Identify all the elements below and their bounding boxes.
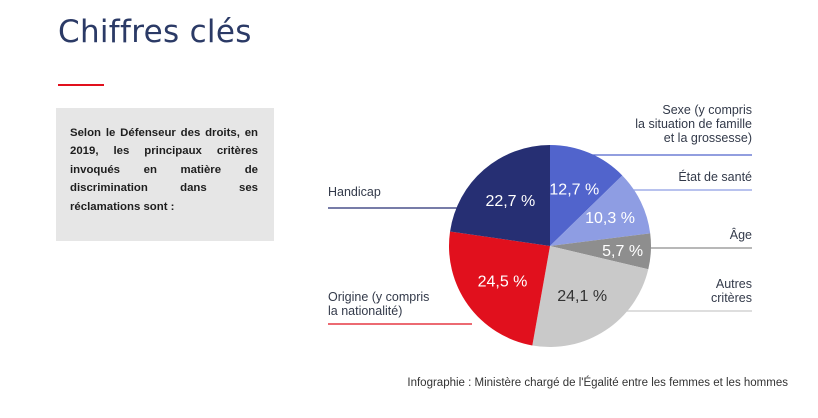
pie-slice-origine xyxy=(449,231,550,346)
title-accent-rule xyxy=(58,84,104,86)
category-label-sexe: Sexe (y compris la situation de famille et… xyxy=(635,103,752,145)
callout-box: Selon le Défenseur des droits, en 2019, … xyxy=(56,108,274,241)
value-label-sexe: 12,7 % xyxy=(549,181,599,198)
pie-slice-sexe xyxy=(550,145,623,246)
page-title: Chiffres clés xyxy=(58,14,252,50)
value-label-age: 5,7 % xyxy=(602,243,643,260)
category-label-origine: Origine (y compris la nationalité) xyxy=(328,290,430,318)
callout-text: Selon le Défenseur des droits, en 2019, … xyxy=(70,127,258,213)
category-label-etat-de-sante: État de santé xyxy=(678,170,752,184)
source-credit: Infographie : Ministère chargé de l'Égal… xyxy=(407,377,788,389)
pie-slice-etat-de-sante xyxy=(550,175,651,246)
category-label-autres-criteres: Autres critères xyxy=(711,277,752,305)
pie-slice-handicap xyxy=(450,145,550,246)
value-label-autres-criteres: 24,1 % xyxy=(557,288,607,305)
value-label-origine: 24,5 % xyxy=(478,273,528,290)
category-label-handicap: Handicap xyxy=(328,185,381,199)
category-label-age: Âge xyxy=(729,228,752,242)
value-label-etat-de-sante: 10,3 % xyxy=(585,210,635,227)
pie-slice-autres-criteres xyxy=(532,246,649,348)
pie-slice-age xyxy=(550,233,651,270)
value-label-handicap: 22,7 % xyxy=(485,193,535,210)
